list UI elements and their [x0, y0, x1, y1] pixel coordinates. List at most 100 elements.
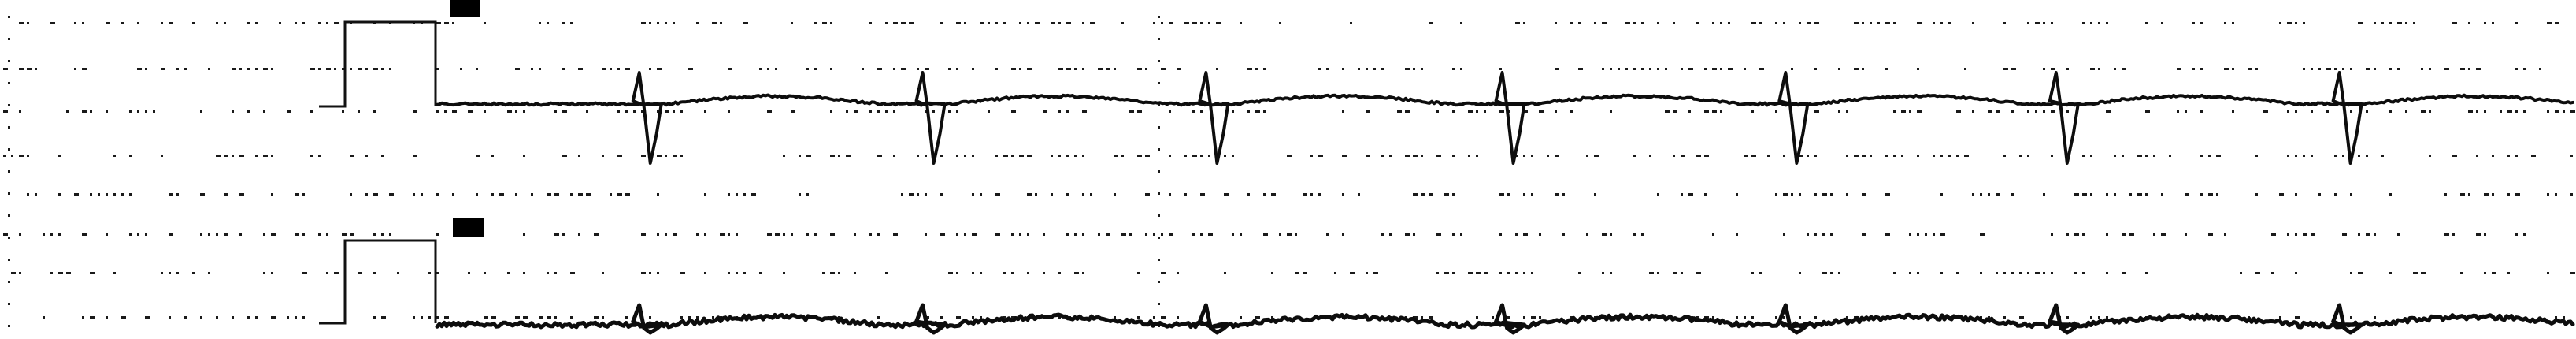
- grid-dot: [1799, 193, 1801, 196]
- grid-dot: [27, 22, 29, 24]
- grid-dot: [917, 68, 919, 70]
- grid-dot: [2547, 110, 2549, 113]
- grid-dot: [200, 316, 202, 319]
- grid-dot: [1688, 110, 1691, 113]
- grid-dot: [1358, 193, 1360, 196]
- grid-dot: [129, 193, 132, 196]
- grid-dot: [1846, 193, 1848, 196]
- grid-dot: [1940, 193, 1943, 196]
- grid-dot: [2460, 193, 2465, 196]
- grid-dot: [1326, 68, 1329, 70]
- grid-dot: [2555, 22, 2559, 24]
- grid-dot: [1893, 155, 1896, 157]
- grid-dot: [484, 316, 488, 319]
- grid-dot: [1263, 233, 1268, 236]
- grid-dot: [1696, 155, 1701, 157]
- grid-dot: [279, 22, 281, 24]
- grid-dot: [838, 155, 840, 157]
- grid-dot: [1158, 325, 1160, 327]
- grid-dot: [893, 68, 895, 70]
- grid-dot: [2098, 22, 2100, 24]
- grid-dot: [2255, 272, 2260, 274]
- grid-dot: [1200, 155, 1203, 157]
- grid-dot: [476, 68, 478, 70]
- grid-dot: [799, 193, 801, 196]
- grid-dot: [224, 22, 226, 24]
- grid-dot: [1216, 22, 1221, 24]
- grid-dot: [8, 303, 10, 305]
- grid-dot: [547, 316, 551, 319]
- grid-dot: [995, 155, 998, 157]
- grid-dot: [1830, 233, 1833, 236]
- grid-dot: [444, 22, 449, 24]
- grid-dot: [1066, 233, 1069, 236]
- grid-dot: [8, 281, 10, 283]
- grid-dot: [1602, 272, 1604, 274]
- grid-dot: [2429, 110, 2431, 113]
- grid-dot: [436, 110, 439, 113]
- grid-dot: [121, 316, 126, 319]
- grid-dot: [2177, 68, 2181, 70]
- grid-dot: [1027, 68, 1032, 70]
- grid-dot: [484, 272, 486, 274]
- grid-dot: [507, 272, 510, 274]
- grid-dot: [1996, 193, 2000, 196]
- grid-dot: [2507, 193, 2510, 196]
- grid-dot: [1720, 68, 1722, 70]
- grid-dot: [1192, 233, 1195, 236]
- grid-dot: [972, 155, 974, 157]
- grid-dot: [2279, 316, 2281, 319]
- grid-dot: [208, 272, 210, 274]
- grid-dot: [1452, 155, 1455, 157]
- grid-dot: [74, 193, 79, 196]
- grid-dot: [956, 316, 961, 319]
- grid-dot: [1862, 193, 1866, 196]
- grid-dot: [295, 316, 297, 319]
- grid-dot: [444, 110, 447, 113]
- grid-dot: [1405, 110, 1410, 113]
- grid-dot: [1334, 272, 1336, 274]
- grid-dot: [1799, 155, 1803, 157]
- grid-dot: [1429, 193, 1433, 196]
- grid-dot: [1940, 155, 1943, 157]
- grid-dot: [1744, 155, 1748, 157]
- grid-dot: [499, 193, 504, 196]
- grid-dot: [1830, 193, 1833, 196]
- grid-dot: [1570, 22, 1573, 24]
- grid-dot: [972, 193, 974, 196]
- grid-dot: [176, 193, 179, 196]
- grid-dot: [1594, 193, 1596, 196]
- grid-dot: [869, 22, 872, 24]
- grid-dot: [2350, 193, 2352, 196]
- grid-dot: [232, 110, 234, 113]
- grid-dot: [1158, 104, 1160, 106]
- grid-dot: [263, 68, 268, 70]
- grid-dot: [1523, 110, 1528, 113]
- grid-dot: [1200, 233, 1203, 236]
- grid-dot: [373, 193, 378, 196]
- grid-dot: [2090, 316, 2092, 319]
- grid-dot: [2334, 155, 2337, 157]
- grid-dot: [783, 233, 785, 236]
- grid-dot: [1681, 68, 1683, 70]
- grid-dot: [8, 82, 10, 84]
- grid-dot: [1649, 68, 1651, 70]
- grid-dot: [1452, 193, 1455, 196]
- grid-dot: [554, 193, 559, 196]
- grid-dot: [2287, 155, 2289, 157]
- grid-dot: [1232, 233, 1234, 236]
- grid-dot: [680, 316, 683, 319]
- grid-dot: [2397, 68, 2400, 70]
- grid-dot: [1436, 272, 1439, 274]
- grid-dot: [657, 22, 659, 24]
- grid-dot: [2547, 193, 2549, 196]
- grid-dot: [2074, 233, 2079, 236]
- grid-dot: [169, 272, 171, 274]
- grid-dot: [554, 110, 557, 113]
- grid-dot: [271, 193, 273, 196]
- grid-dot: [2342, 233, 2347, 236]
- grid-dot: [1476, 110, 1478, 113]
- grid-dot: [66, 110, 69, 113]
- grid-dot: [1247, 193, 1250, 196]
- grid-dot: [1137, 68, 1142, 70]
